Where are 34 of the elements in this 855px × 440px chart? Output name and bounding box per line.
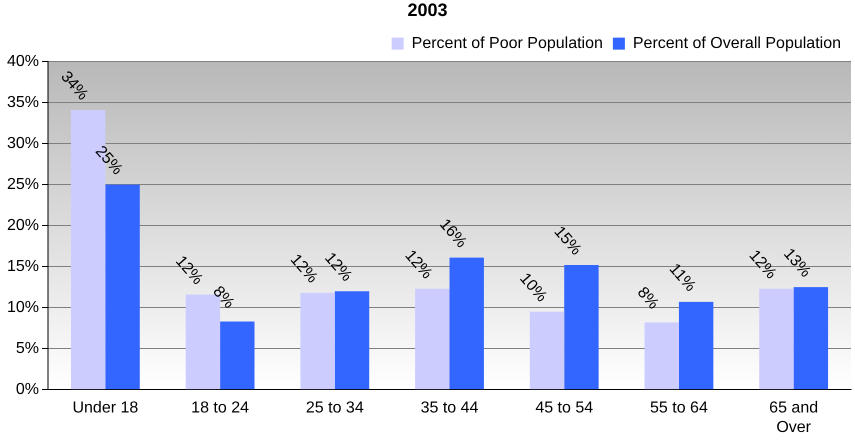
bar	[450, 258, 484, 390]
y-tick-label: 35%	[6, 94, 40, 112]
y-tick-label: 0%	[16, 381, 40, 398]
bar	[678, 302, 714, 390]
y-tick-label: 15%	[6, 258, 40, 276]
y-tick-label: 25%	[6, 176, 40, 194]
bar	[530, 312, 564, 390]
chart-title: 2003	[407, 0, 448, 20]
y-tick-label: 20%	[6, 217, 40, 234]
x-tick-label: 65 and Over	[769, 400, 818, 436]
y-tick-label: 10%	[6, 299, 40, 316]
bar	[415, 288, 450, 390]
bar	[564, 264, 599, 390]
x-tick-label: 45 to 54	[535, 400, 594, 417]
x-tick-label: 55 to 64	[650, 400, 708, 417]
legend-label: Percent of Overall Population	[632, 35, 842, 52]
x-tick-label: 35 to 44	[420, 400, 479, 417]
bar	[794, 287, 828, 390]
legend-label: Percent of Poor Population	[412, 35, 603, 52]
y-tick-label: 30%	[6, 135, 40, 152]
data-label: 8%	[209, 283, 238, 312]
x-tick-label: 25 to 34	[306, 400, 364, 417]
data-label: 11%	[666, 260, 699, 295]
y-tick-label: 5%	[16, 340, 40, 358]
data-label: 8%	[634, 284, 662, 313]
bar	[334, 291, 370, 390]
bar	[220, 322, 255, 390]
x-tick-label: Under 18	[72, 400, 138, 417]
bar	[644, 322, 679, 390]
bar	[300, 292, 335, 390]
y-tick-label: 40%	[6, 53, 40, 70]
bar	[105, 184, 140, 390]
x-tick-label: 18 to 24	[191, 400, 250, 417]
bar	[759, 288, 794, 390]
